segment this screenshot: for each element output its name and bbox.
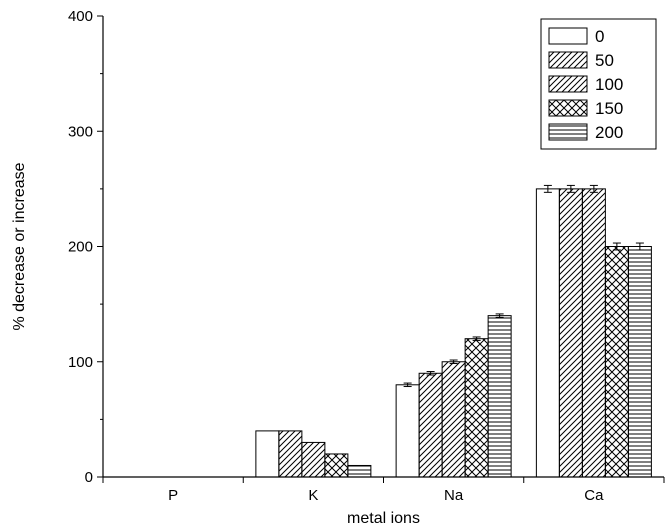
legend-swatch <box>548 51 588 69</box>
bar-ca-150 <box>604 246 629 478</box>
legend-item-50: 50 <box>548 51 614 70</box>
bar-ca-0 <box>535 188 560 478</box>
y-tick-label: 200 <box>68 239 93 256</box>
error-bar-na-0 <box>403 382 412 388</box>
legend: 0 50 100 150 200 <box>540 18 657 150</box>
bar-k-50 <box>278 430 303 478</box>
legend-swatch <box>548 75 588 93</box>
error-bar-ca-50 <box>566 184 575 193</box>
legend-label: 200 <box>595 123 623 142</box>
x-axis-title: metal ions <box>347 510 420 527</box>
legend-item-150: 150 <box>548 99 623 118</box>
x-tick-label: Na <box>444 487 464 504</box>
axes-layer: 0 100 200 300 400 P K Na Ca <box>68 8 665 504</box>
x-tick-label: Ca <box>584 487 604 504</box>
x-tick-label: K <box>308 487 318 504</box>
bar-na-50 <box>418 372 443 478</box>
error-bar-ca-200 <box>635 242 644 251</box>
legend-label: 100 <box>595 75 623 94</box>
bar-na-150 <box>464 338 489 478</box>
error-bar-ca-150 <box>612 242 621 251</box>
legend-item-100: 100 <box>548 75 623 94</box>
legend-label: 50 <box>595 51 614 70</box>
legend-item-200: 200 <box>548 123 623 142</box>
bar-na-200 <box>487 315 512 478</box>
legend-swatch <box>548 27 588 45</box>
y-axis-title: % decrease or increase <box>11 162 28 330</box>
bar-k-150 <box>324 453 349 478</box>
legend-item-0: 0 <box>548 27 604 46</box>
bar-na-0 <box>395 384 420 478</box>
bar-k-200 <box>347 464 372 478</box>
error-bar-ca-0 <box>543 184 552 193</box>
x-tick-label: P <box>168 487 178 504</box>
bar-ca-100 <box>581 188 606 478</box>
y-tick-label: 0 <box>85 469 93 486</box>
error-bar-ca-100 <box>589 184 598 193</box>
y-tick-label: 100 <box>68 354 93 371</box>
y-tick-label: 300 <box>68 123 93 140</box>
error-bar-na-100 <box>449 359 458 364</box>
bar-k-100 <box>301 441 326 478</box>
error-bar-na-150 <box>472 336 481 341</box>
bar-ca-50 <box>558 188 583 478</box>
legend-swatch <box>548 123 588 141</box>
bars-layer <box>255 184 652 478</box>
bar-ca-200 <box>627 246 652 478</box>
bar-na-100 <box>441 361 466 478</box>
error-bar-na-200 <box>495 313 504 318</box>
bar-k-0 <box>255 430 280 478</box>
y-tick-label: 400 <box>68 8 93 25</box>
legend-swatch <box>548 99 588 117</box>
legend-label: 0 <box>595 27 604 46</box>
legend-label: 150 <box>595 99 623 118</box>
error-bar-na-50 <box>426 371 435 376</box>
